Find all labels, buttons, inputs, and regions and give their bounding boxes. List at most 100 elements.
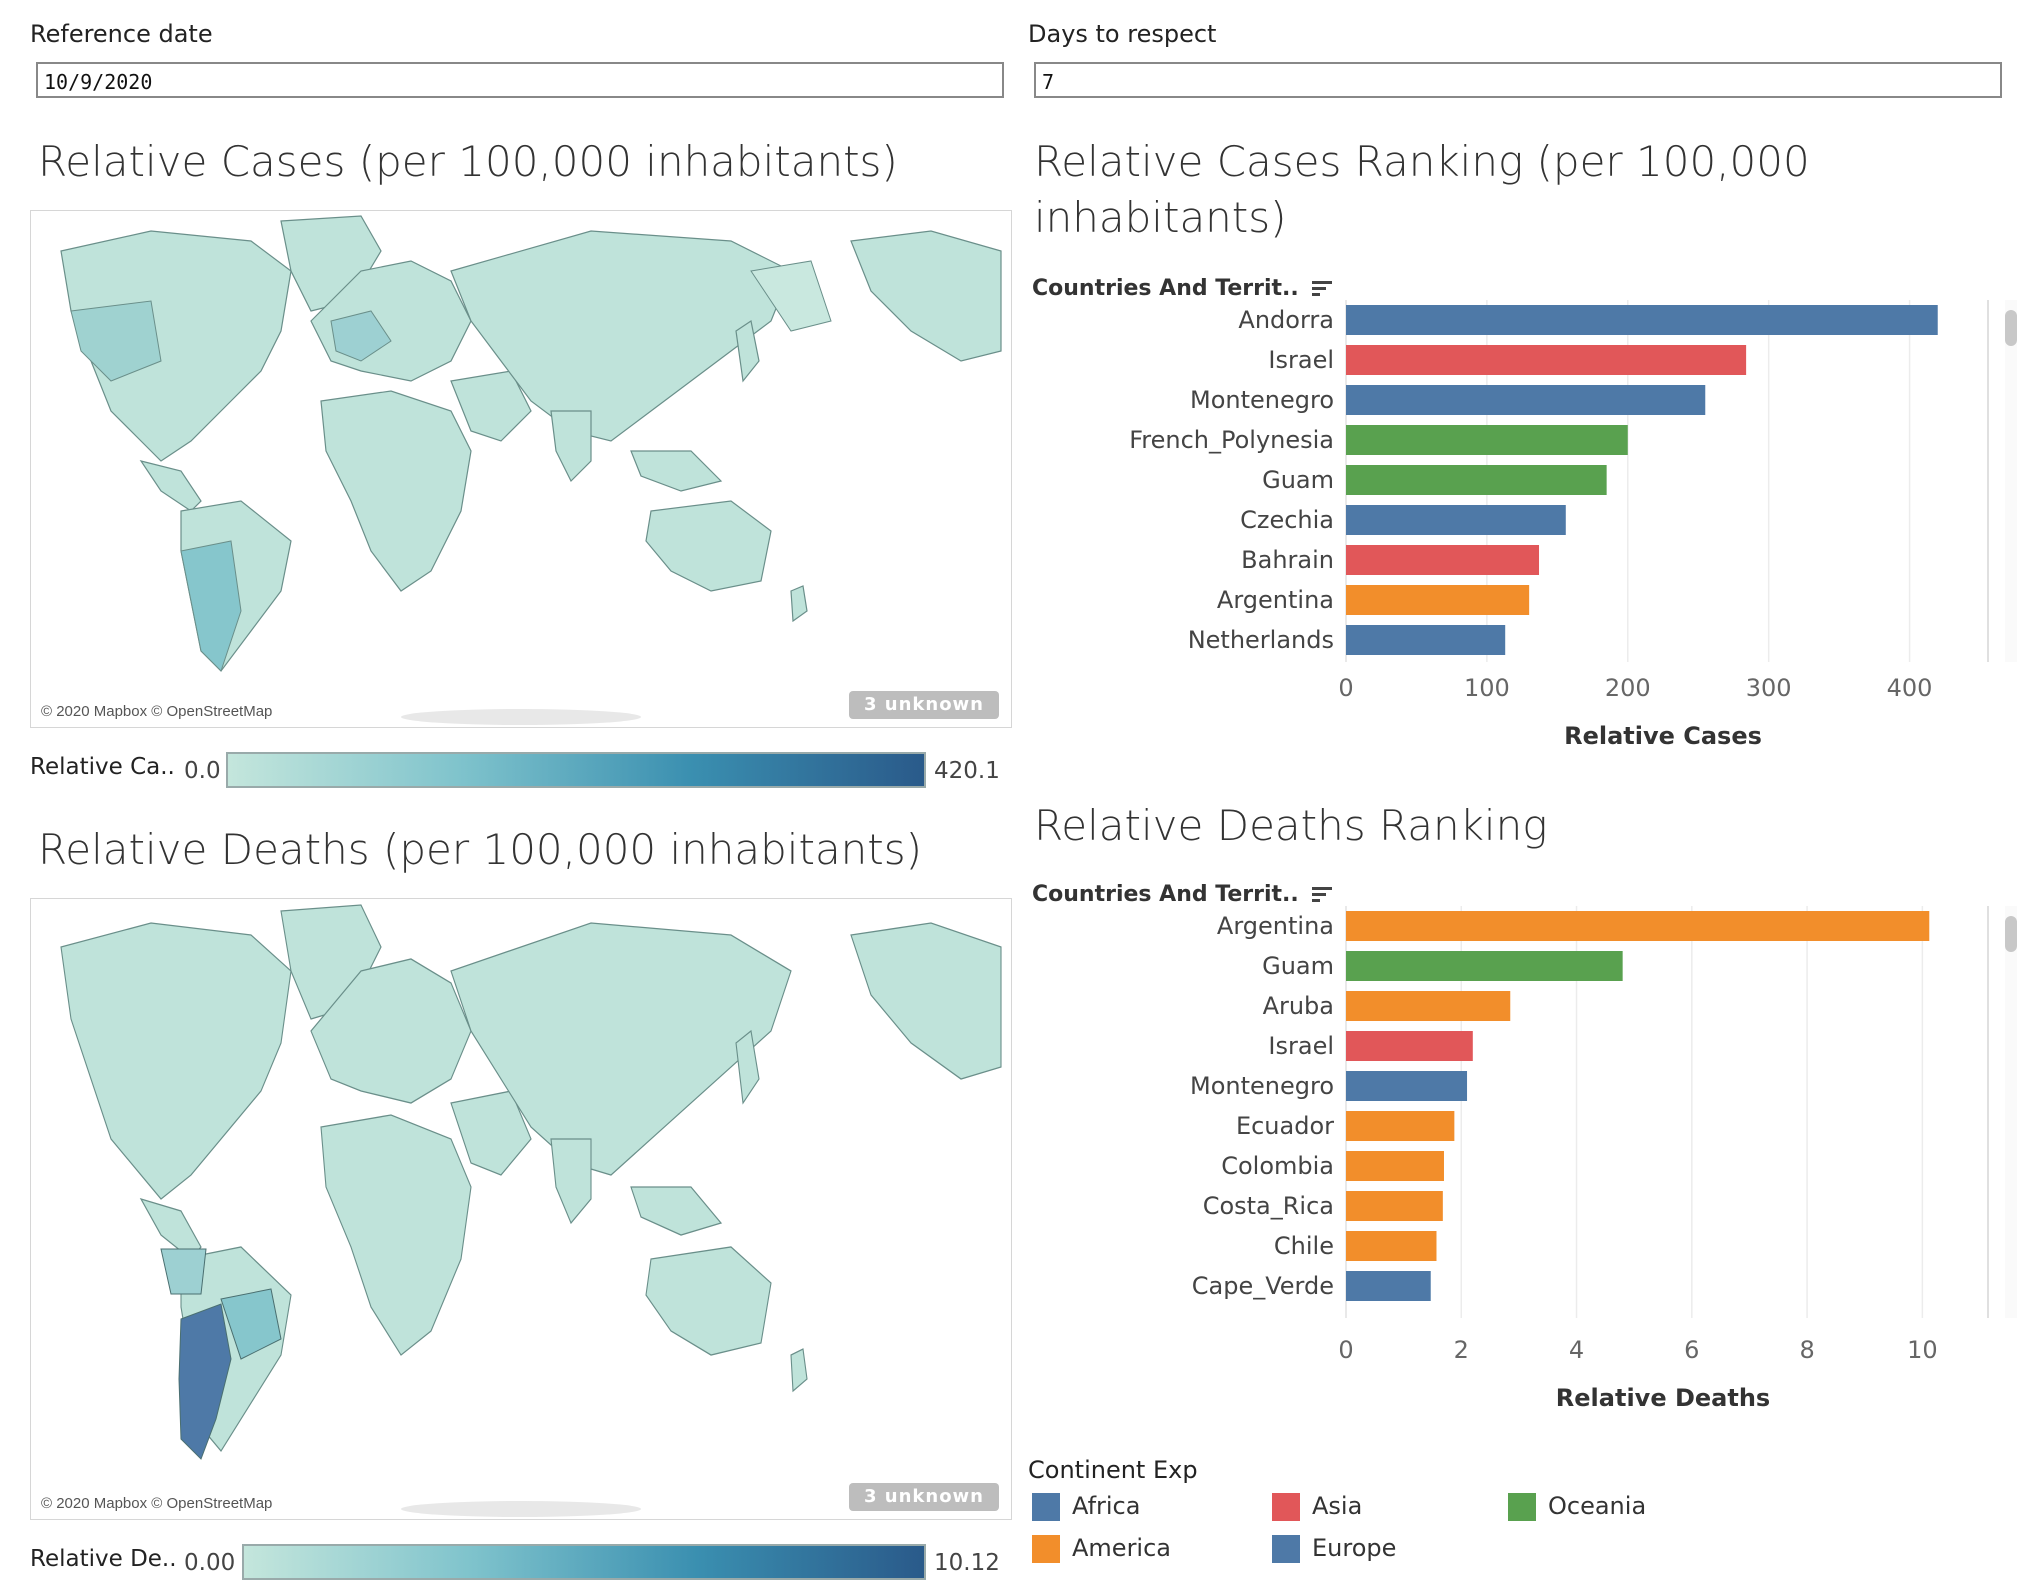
deaths-bar-aruba[interactable]: [1346, 991, 1511, 1021]
deaths-color-legend: [242, 1544, 926, 1580]
deaths-bar-cape-verde[interactable]: [1346, 1271, 1431, 1301]
deaths-category-label[interactable]: Argentina: [1217, 912, 1334, 940]
legend-swatch: [1508, 1493, 1536, 1521]
deaths-scrollbar-track[interactable]: [2005, 906, 2017, 1318]
cases-scrollbar-track[interactable]: [2005, 300, 2017, 662]
deaths-x-tick-label: 6: [1684, 1336, 1699, 1364]
cases-category-label[interactable]: Argentina: [1217, 586, 1334, 614]
deaths-bar-ecuador[interactable]: [1346, 1111, 1455, 1141]
cases-bar-french-polynesia[interactable]: [1346, 425, 1628, 455]
cases-legend-label: Relative Ca..: [30, 754, 175, 780]
legend-swatch: [1032, 1535, 1060, 1563]
days-to-respect-input[interactable]: 7: [1034, 62, 2002, 98]
cases-x-tick-label: 400: [1887, 674, 1933, 702]
cases-category-label[interactable]: Andorra: [1238, 306, 1334, 334]
deaths-bar-montenegro[interactable]: [1346, 1071, 1468, 1101]
cases-ranking-chart[interactable]: 0 100 200 300 400 Andorra Israel Montenegro Fren…: [1030, 300, 2020, 770]
cases-category-label[interactable]: Czechia: [1240, 506, 1334, 534]
deaths-category-label[interactable]: Israel: [1268, 1032, 1334, 1060]
deaths-x-tick-label: 8: [1799, 1336, 1814, 1364]
deaths-category-label[interactable]: Colombia: [1221, 1152, 1334, 1180]
deaths-x-tick-label: 0: [1338, 1336, 1353, 1364]
cases-bar-netherlands[interactable]: [1346, 625, 1506, 655]
cases-bar-montenegro[interactable]: [1346, 385, 1706, 415]
deaths-legend-min: 0.00: [184, 1550, 236, 1576]
deaths-x-axis-title: Relative Deaths: [1556, 1384, 1770, 1412]
cases-map[interactable]: © 2020 Mapbox © OpenStreetMap 3 unknown: [30, 210, 1012, 728]
deaths-bar-costa-rica[interactable]: [1346, 1191, 1443, 1221]
legend-item-label: America: [1072, 1534, 1171, 1562]
cases-category-label[interactable]: French_Polynesia: [1129, 426, 1334, 454]
deaths-x-tick-label: 10: [1907, 1336, 1938, 1364]
deaths-map[interactable]: © 2020 Mapbox © OpenStreetMap 3 unknown: [30, 898, 1012, 1520]
cases-row-header-label: Countries And Territ..: [1032, 276, 1299, 301]
cases-x-tick-label: 200: [1605, 674, 1651, 702]
deaths-world-map[interactable]: [31, 899, 1011, 1519]
deaths-bar-colombia[interactable]: [1346, 1151, 1444, 1181]
deaths-scrollbar-thumb[interactable]: [2005, 916, 2017, 952]
legend-item-label: Asia: [1312, 1492, 1363, 1520]
legend-item-label: Oceania: [1548, 1492, 1647, 1520]
cases-world-map[interactable]: [31, 211, 1011, 727]
cases-bar-argentina[interactable]: [1346, 585, 1530, 615]
deaths-category-label[interactable]: Guam: [1262, 952, 1334, 980]
cases-bar-czechia[interactable]: [1346, 505, 1566, 535]
cases-scrollbar-thumb[interactable]: [2005, 310, 2017, 346]
cases-ranking-title: Relative Cases Ranking (per 100,000 inha…: [1034, 137, 1810, 242]
legend-item-asia[interactable]: Asia: [1272, 1492, 1362, 1521]
deaths-map-credit: © 2020 Mapbox © OpenStreetMap: [41, 1495, 273, 1512]
deaths-category-label[interactable]: Aruba: [1263, 992, 1334, 1020]
continent-legend[interactable]: Africa Asia Oceania America Europe: [1032, 1492, 2012, 1582]
cases-row-header[interactable]: Countries And Territ..: [1032, 276, 1333, 301]
cases-x-axis-title: Relative Cases: [1564, 722, 1762, 750]
reference-date-input[interactable]: 10/9/2020: [36, 62, 1004, 98]
deaths-category-label[interactable]: Costa_Rica: [1203, 1192, 1334, 1220]
deaths-unknown-badge[interactable]: 3 unknown: [849, 1483, 999, 1511]
deaths-category-label[interactable]: Chile: [1274, 1232, 1334, 1260]
cases-category-label[interactable]: Israel: [1268, 346, 1334, 374]
legend-item-label: Europe: [1312, 1534, 1397, 1562]
cases-category-label[interactable]: Montenegro: [1190, 386, 1334, 414]
deaths-map-title: Relative Deaths (per 100,000 inhabitants…: [38, 825, 923, 874]
cases-map-credit: © 2020 Mapbox © OpenStreetMap: [41, 703, 273, 720]
reference-date-label: Reference date: [30, 20, 213, 48]
cases-category-label[interactable]: Guam: [1262, 466, 1334, 494]
legend-swatch: [1272, 1535, 1300, 1563]
cases-x-tick-label: 0: [1338, 674, 1353, 702]
sort-icon[interactable]: [1312, 887, 1333, 903]
deaths-bar-chile[interactable]: [1346, 1231, 1437, 1261]
deaths-bar-israel[interactable]: [1346, 1031, 1473, 1061]
cases-legend-max: 420.1: [934, 758, 1000, 784]
legend-item-america[interactable]: America: [1032, 1534, 1171, 1563]
cases-category-label[interactable]: Netherlands: [1188, 626, 1334, 654]
deaths-category-label[interactable]: Ecuador: [1236, 1112, 1334, 1140]
deaths-legend-label: Relative De..: [30, 1546, 177, 1572]
cases-x-tick-label: 100: [1464, 674, 1510, 702]
deaths-ranking-chart[interactable]: 0 2 4 6 8 10 Argentina Guam Aruba Israel Montenegr…: [1030, 906, 2020, 1426]
cases-bar-israel[interactable]: [1346, 345, 1747, 375]
cases-unknown-badge[interactable]: 3 unknown: [849, 691, 999, 719]
deaths-bar-argentina[interactable]: [1346, 911, 1930, 941]
cases-bar-guam[interactable]: [1346, 465, 1607, 495]
deaths-ranking-title: Relative Deaths Ranking: [1034, 801, 1548, 850]
cases-color-legend: [226, 752, 926, 788]
deaths-category-label[interactable]: Montenegro: [1190, 1072, 1334, 1100]
continent-legend-title: Continent Exp: [1028, 1456, 1198, 1484]
legend-item-africa[interactable]: Africa: [1032, 1492, 1140, 1521]
deaths-category-label[interactable]: Cape_Verde: [1192, 1272, 1334, 1300]
deaths-bar-guam[interactable]: [1346, 951, 1623, 981]
legend-item-oceania[interactable]: Oceania: [1508, 1492, 1646, 1521]
cases-category-label[interactable]: Bahrain: [1241, 546, 1334, 574]
cases-bar-bahrain[interactable]: [1346, 545, 1540, 575]
deaths-legend-max: 10.12: [934, 1550, 1000, 1576]
legend-swatch: [1272, 1493, 1300, 1521]
sort-icon[interactable]: [1312, 281, 1333, 297]
cases-bar-andorra[interactable]: [1346, 305, 1938, 335]
cases-legend-min: 0.0: [184, 758, 221, 784]
deaths-row-header[interactable]: Countries And Territ..: [1032, 882, 1333, 907]
legend-item-europe[interactable]: Europe: [1272, 1534, 1396, 1563]
days-to-respect-label: Days to respect: [1028, 20, 1217, 48]
deaths-row-header-label: Countries And Territ..: [1032, 882, 1299, 907]
cases-map-title: Relative Cases (per 100,000 inhabitants): [38, 137, 898, 186]
deaths-x-tick-label: 2: [1454, 1336, 1469, 1364]
